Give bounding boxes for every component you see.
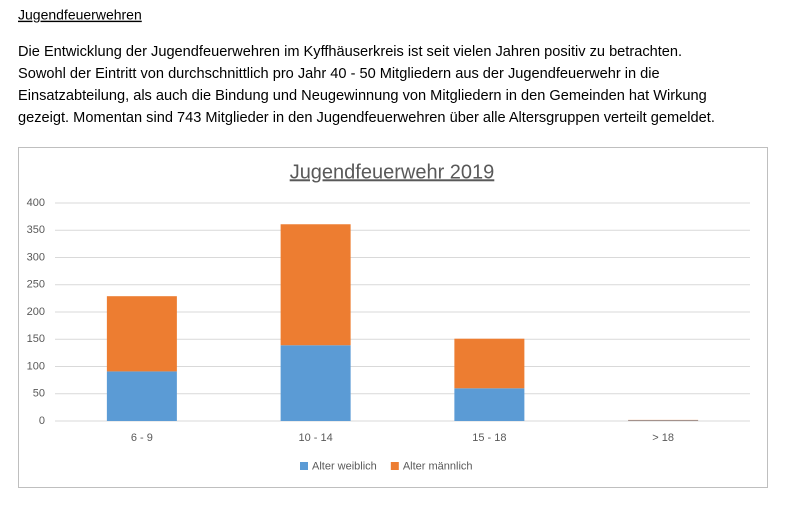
legend-label: Alter männlich [403, 460, 473, 472]
bar-segment [280, 224, 351, 346]
x-tick-label: 10 - 14 [299, 432, 333, 444]
bar-segment [454, 338, 525, 389]
bar-segment [628, 419, 699, 421]
legend-label: Alter weiblich [312, 460, 377, 472]
y-tick-label: 300 [27, 251, 45, 263]
bar-segment [106, 296, 177, 372]
y-tick-label: 250 [27, 279, 45, 291]
y-tick-label: 350 [27, 224, 45, 236]
y-tick-label: 0 [39, 415, 45, 427]
x-tick-label: 15 - 18 [472, 432, 506, 444]
heading: Jugendfeuerwehren [18, 7, 142, 23]
paragraph-line: Die Entwicklung der Jugendfeuerwehren im… [18, 44, 682, 60]
y-tick-label: 100 [27, 360, 45, 372]
bar-segment [106, 371, 177, 421]
paragraph-line: gezeigt. Momentan sind 743 Mitglieder in… [18, 110, 715, 126]
y-tick-label: 400 [27, 197, 45, 209]
bar-segment [628, 420, 699, 421]
paragraph-line: Sowohl der Eintritt von durchschnittlich… [18, 66, 660, 82]
y-tick-label: 50 [33, 388, 45, 400]
bar-segment [280, 345, 351, 421]
chart-title: Jugendfeuerwehr 2019 [290, 161, 495, 183]
legend-swatch [300, 462, 308, 470]
legend-swatch [390, 462, 399, 470]
paragraph-line: Einsatzabteilung, als auch die Bindung u… [18, 88, 707, 104]
x-tick-label: > 18 [652, 432, 674, 444]
bar-segment [454, 388, 525, 421]
x-tick-label: 6 - 9 [131, 432, 153, 444]
y-tick-label: 150 [27, 333, 45, 345]
y-tick-label: 200 [27, 306, 45, 318]
